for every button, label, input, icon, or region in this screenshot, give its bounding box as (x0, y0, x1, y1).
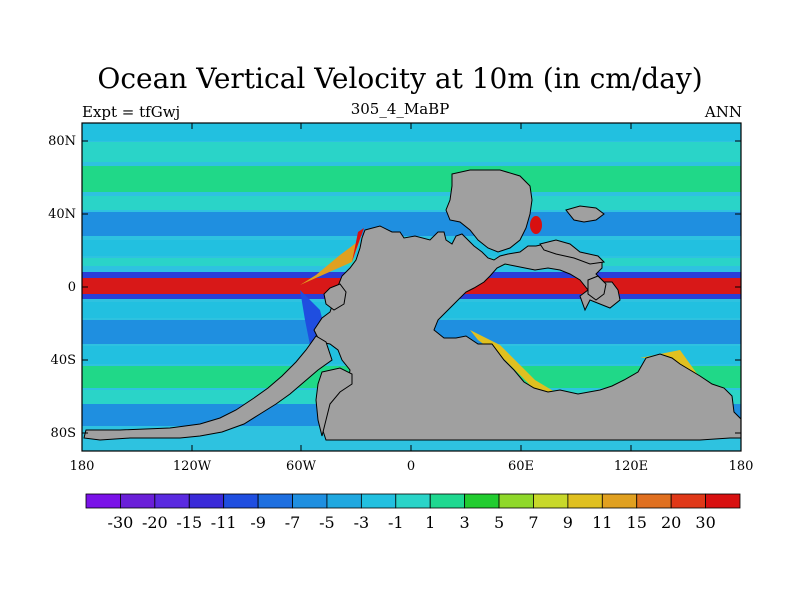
colorbar-label: -15 (176, 513, 202, 532)
land-southwest-inner (315, 367, 353, 437)
colorbar-label: -5 (319, 513, 335, 532)
colorbar: -30 -20 -15 -11 -9 -7 -5 -3 -1 1 3 5 7 9 11 15 20 30 (85, 493, 741, 532)
map-panel (82, 123, 741, 451)
colorbar-label: -9 (250, 513, 266, 532)
colorbar-swatch (292, 493, 328, 509)
upwelling-arabian (530, 216, 542, 234)
colorbar-label: 7 (528, 513, 538, 532)
x-tick-label: 120W (173, 459, 212, 474)
y-tick-labels: 80N 40N 0 40S 80S (48, 134, 76, 441)
map-title: Ocean Vertical Velocity at 10m (in cm/da… (97, 62, 703, 95)
colorbar-swatch (636, 493, 672, 509)
colorbar-swatch (223, 493, 259, 509)
colorbar-swatch (464, 493, 500, 509)
x-tick-label: 60W (286, 459, 317, 474)
colorbar-swatch (429, 493, 466, 509)
x-tick-labels: 180 120W 60W 0 60E 120E 180 (70, 459, 754, 474)
colorbar-swatch (395, 493, 431, 509)
colorbar-label: -20 (142, 513, 168, 532)
y-tick-label: 40S (51, 353, 76, 368)
x-tick-label: 180 (729, 459, 754, 474)
colorbar-swatch (85, 493, 121, 509)
colorbar-swatch (188, 493, 225, 509)
colorbar-label: 20 (661, 513, 681, 532)
colorbar-swatch (705, 493, 741, 509)
x-tick-label: 60E (508, 459, 534, 474)
colorbar-label: 3 (460, 513, 470, 532)
colorbar-label: -30 (108, 513, 134, 532)
land-east-islands (587, 275, 607, 301)
colorbar-label: 30 (695, 513, 715, 532)
land-northeast-island (565, 205, 605, 223)
colorbar-label: 5 (494, 513, 504, 532)
colorbar-swatch (670, 493, 706, 509)
colorbar-label: -1 (388, 513, 404, 532)
x-tick-label: 180 (70, 459, 95, 474)
colorbar-swatch (498, 493, 534, 509)
colorbar-label: 1 (425, 513, 435, 532)
upwelling-coast-west (300, 240, 360, 285)
colorbar-label: -7 (285, 513, 301, 532)
y-tick-label: 40N (48, 207, 76, 222)
x-tick-label: 120E (614, 459, 648, 474)
ocean-band-arctic (82, 123, 741, 141)
colorbar-swatch (601, 493, 638, 509)
upwelling-coast-west-2 (352, 228, 364, 262)
land-west-peninsula (323, 283, 347, 311)
y-tick-label: 80S (51, 426, 76, 441)
land-northern-block (445, 169, 533, 253)
colorbar-label: 11 (592, 513, 612, 532)
ocean-band-subpolar-n (82, 142, 741, 162)
y-tick-label: 0 (68, 280, 76, 295)
colorbar-swatch (326, 493, 362, 509)
colorbar-label: -11 (211, 513, 237, 532)
season-label: ANN (704, 103, 742, 121)
ocean-band-subtropic-n (82, 196, 741, 210)
colorbar-swatch (154, 493, 190, 509)
colorbar-swatch (360, 493, 397, 509)
ocean-band-trade-n (82, 212, 741, 236)
ocean-band-midlat-n (82, 166, 741, 192)
x-tick-label: 0 (407, 459, 415, 474)
colorbar-swatch (257, 493, 293, 509)
land-masses (83, 169, 741, 441)
colorbar-label: -3 (354, 513, 370, 532)
y-tick-label: 80N (48, 134, 76, 149)
period-label: 305_4_MaBP (350, 100, 450, 118)
colorbar-label: 9 (563, 513, 573, 532)
colorbar-swatch (120, 493, 156, 509)
x-axis-ticks (81, 123, 742, 451)
colorbar-label: 15 (627, 513, 647, 532)
colorbar-swatch (567, 493, 603, 509)
land-northeast-small (539, 239, 606, 265)
land-southwest-arc (83, 335, 333, 441)
colorbar-swatch (533, 493, 569, 509)
y-axis-ticks (82, 140, 741, 434)
experiment-label: Expt = tfGwj (82, 103, 181, 121)
